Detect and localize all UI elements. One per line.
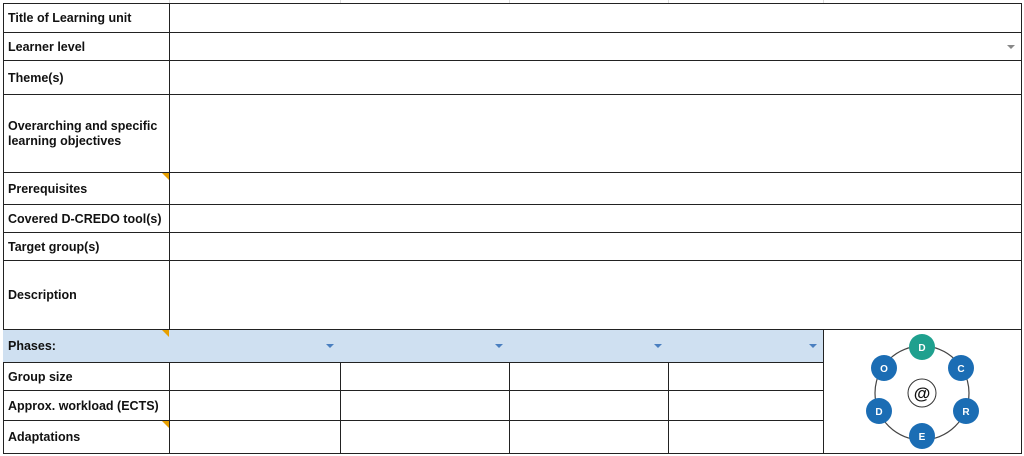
tools-input[interactable] xyxy=(169,205,1022,233)
group-size-cell[interactable] xyxy=(169,363,341,391)
svg-text:C: C xyxy=(957,364,964,375)
gridline xyxy=(509,0,669,3)
label-group-size: Group size xyxy=(3,363,170,391)
dropdown-arrow-icon[interactable] xyxy=(326,344,334,348)
dropdown-arrow-icon[interactable] xyxy=(1007,44,1015,49)
table-left-border xyxy=(3,3,4,454)
comment-marker-icon[interactable] xyxy=(162,330,169,337)
workload-cell[interactable] xyxy=(340,391,510,421)
label-tools: Covered D-CREDO tool(s) xyxy=(3,205,170,233)
logo-letter-d: D xyxy=(866,398,892,424)
label-objectives: Overarching and specific learning object… xyxy=(3,95,170,173)
label-text: Phases: xyxy=(8,339,56,353)
adaptations-cell[interactable] xyxy=(169,421,341,454)
label-themes: Theme(s) xyxy=(3,61,170,95)
svg-text:O: O xyxy=(880,364,888,375)
label-adaptations: Adaptations xyxy=(3,421,170,454)
workload-cell[interactable] xyxy=(509,391,669,421)
label-phases: Phases: xyxy=(3,330,170,363)
comment-marker-icon[interactable] xyxy=(162,421,169,428)
label-prerequisites: Prerequisites xyxy=(3,173,170,205)
label-workload: Approx. workload (ECTS) xyxy=(3,391,170,421)
logo-letter-o: O xyxy=(871,355,897,381)
phase-select-2[interactable] xyxy=(340,330,510,363)
target-groups-input[interactable] xyxy=(169,233,1022,261)
group-size-cell[interactable] xyxy=(509,363,669,391)
svg-text:D: D xyxy=(875,407,882,418)
label-target-groups: Target group(s) xyxy=(3,233,170,261)
dropdown-arrow-icon[interactable] xyxy=(654,344,662,348)
group-size-cell[interactable] xyxy=(340,363,510,391)
dropdown-arrow-icon[interactable] xyxy=(495,344,503,348)
logo-cell: @ D C R E D O xyxy=(823,330,1022,454)
label-text: Prerequisites xyxy=(8,181,88,196)
comment-marker-icon[interactable] xyxy=(162,173,169,180)
logo-letter-c: C xyxy=(948,355,974,381)
phase-select-4[interactable] xyxy=(668,330,824,363)
logo-letter-e: E xyxy=(909,423,935,449)
gridline xyxy=(340,0,510,3)
label-learner-level: Learner level xyxy=(3,33,170,61)
logo-center: @ xyxy=(907,378,937,408)
table-top-border xyxy=(3,3,1022,4)
phase-select-3[interactable] xyxy=(509,330,669,363)
description-input[interactable] xyxy=(169,261,1022,330)
logo-letter-r: R xyxy=(953,398,979,424)
workload-cell[interactable] xyxy=(169,391,341,421)
label-title: Title of Learning unit xyxy=(3,4,170,33)
adaptations-cell[interactable] xyxy=(340,421,510,454)
dropdown-arrow-icon[interactable] xyxy=(809,344,817,348)
adaptations-cell[interactable] xyxy=(668,421,824,454)
prerequisites-input[interactable] xyxy=(169,173,1022,205)
gridline xyxy=(169,0,341,3)
gridline xyxy=(0,0,170,3)
label-text: Adaptations xyxy=(8,430,81,444)
workload-cell[interactable] xyxy=(668,391,824,421)
label-description: Description xyxy=(3,261,170,330)
logo-letter-d: D xyxy=(909,334,935,360)
dcredo-logo: @ D C R E D O xyxy=(866,334,979,449)
learner-level-select[interactable] xyxy=(169,33,1022,61)
gridline xyxy=(668,0,824,3)
svg-text:D: D xyxy=(918,343,925,354)
at-symbol-icon: @ xyxy=(914,384,931,403)
svg-text:E: E xyxy=(919,432,926,443)
objectives-input[interactable] xyxy=(169,95,1022,173)
title-input[interactable] xyxy=(169,4,1022,33)
svg-text:R: R xyxy=(962,407,970,418)
phase-select-1[interactable] xyxy=(169,330,341,363)
adaptations-cell[interactable] xyxy=(509,421,669,454)
group-size-cell[interactable] xyxy=(668,363,824,391)
themes-input[interactable] xyxy=(169,61,1022,95)
